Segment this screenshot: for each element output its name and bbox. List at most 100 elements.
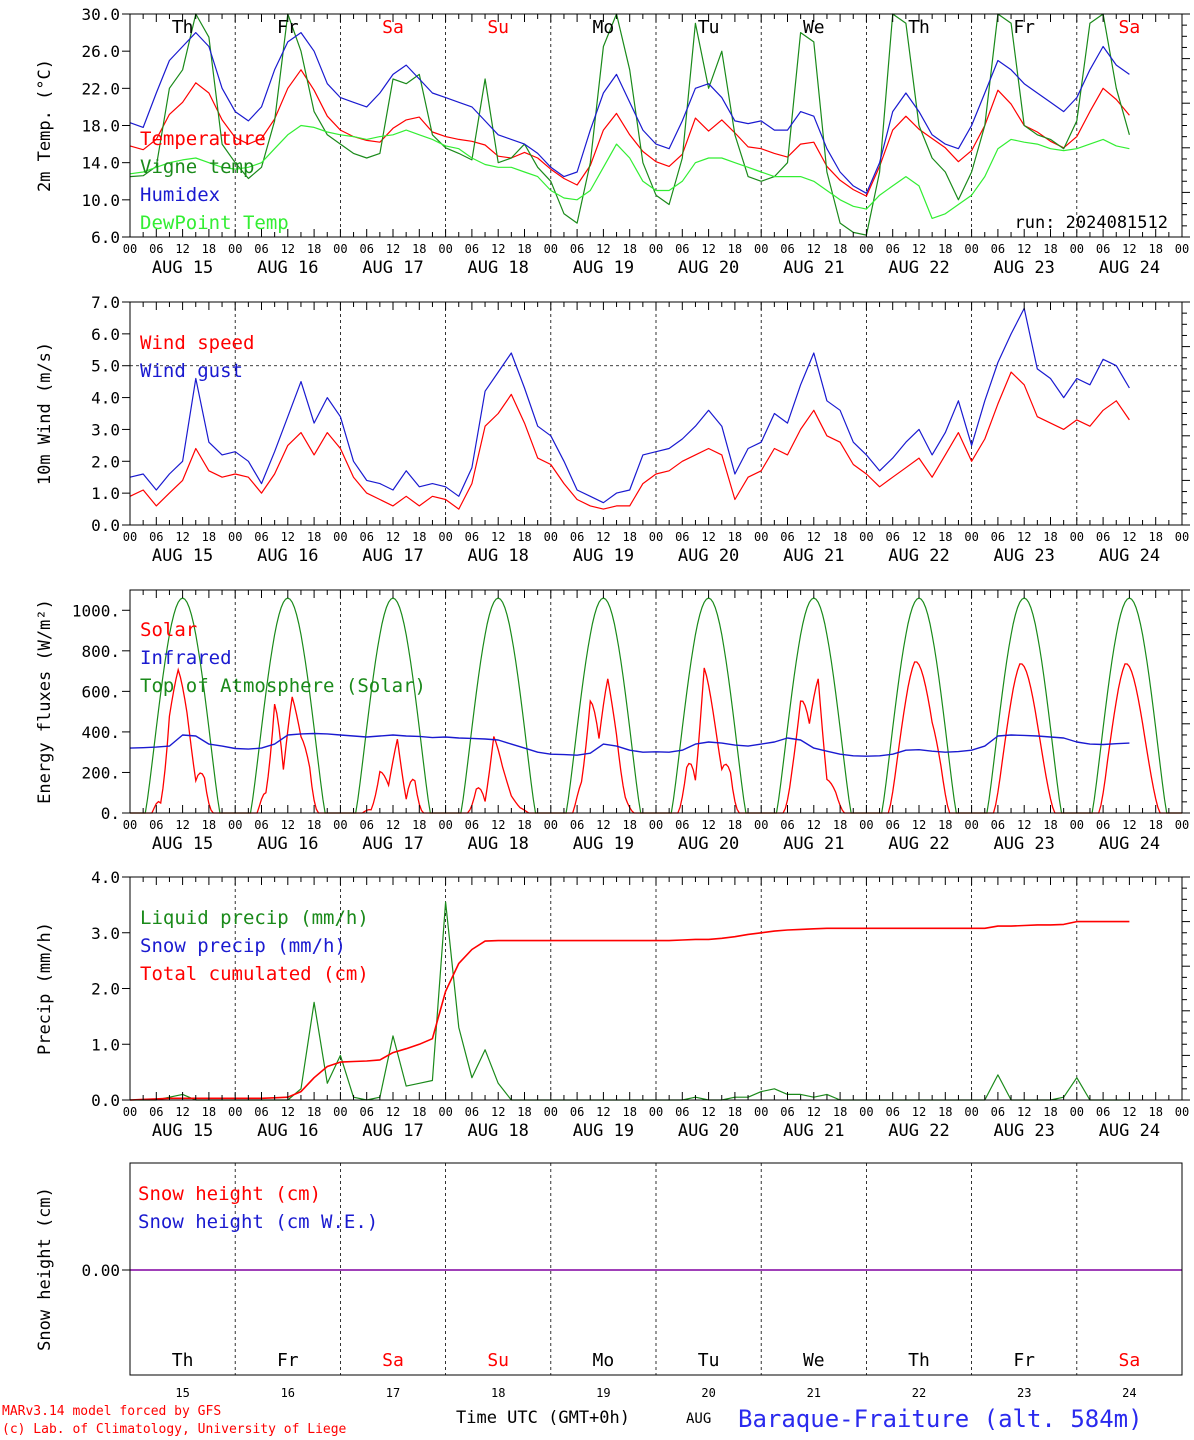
y-tick-label: 200. — [81, 763, 120, 782]
day-name-label: Th — [908, 1350, 930, 1371]
y-tick-label: 10.0 — [81, 191, 120, 210]
hour-tick-label: 12 — [281, 242, 295, 256]
hour-tick-label: 18 — [833, 242, 847, 256]
hour-tick-label: 06 — [1096, 818, 1110, 832]
hour-tick-label: 18 — [728, 1105, 742, 1119]
legend-blue: Snow height (cm W.E.) — [138, 1211, 378, 1233]
hour-tick-label: 12 — [912, 242, 926, 256]
y-tick-label: 1.0 — [91, 1035, 120, 1054]
hour-tick-label: 18 — [202, 1105, 216, 1119]
hour-tick-label: 12 — [175, 1105, 189, 1119]
hour-tick-label: 18 — [938, 818, 952, 832]
date-label: AUG 20 — [678, 1121, 739, 1141]
hour-tick-label: 12 — [491, 818, 505, 832]
hour-tick-label: 06 — [359, 1105, 373, 1119]
hour-tick-label: 06 — [780, 530, 794, 544]
hour-tick-label: 00 — [1070, 1105, 1084, 1119]
date-label: AUG 24 — [1099, 1121, 1160, 1141]
hour-tick-label: 06 — [1096, 1105, 1110, 1119]
hour-tick-label: 18 — [1148, 530, 1162, 544]
hour-tick-label: 18 — [412, 530, 426, 544]
y-tick-label: 400. — [81, 723, 120, 742]
hour-tick-label: 00 — [964, 1105, 978, 1119]
y-axis-label: Energy fluxes (W/m²) — [35, 599, 55, 804]
legend-blue: Humidex — [140, 184, 220, 206]
date-label: AUG 22 — [888, 258, 949, 278]
grid-layer — [130, 14, 1182, 1375]
legend-red: Temperature — [140, 128, 266, 150]
hour-tick-label: 12 — [807, 530, 821, 544]
hour-tick-label: 18 — [307, 1105, 321, 1119]
hour-tick-label: 00 — [438, 1105, 452, 1119]
day-number-label: 19 — [596, 1386, 610, 1400]
text-layer: Th Th 15 Fr Fr 16 Sa Sa 17 Su Su 18 Mo Mo 19 Tu Tu 20 We We… — [35, 5, 1189, 1400]
hour-tick-label: 00 — [333, 1105, 347, 1119]
hour-tick-label: 18 — [833, 818, 847, 832]
y-axis-label: 2m Temp. (°C) — [35, 59, 55, 192]
hour-tick-label: 18 — [1148, 818, 1162, 832]
hour-tick-label: 00 — [228, 818, 242, 832]
hour-tick-label: 18 — [1043, 1105, 1057, 1119]
hour-tick-label: 00 — [1175, 818, 1189, 832]
y-tick-label: 1.0 — [91, 484, 120, 503]
hour-tick-label: 12 — [491, 1105, 505, 1119]
footer-model-note: MARv3.14 model forced by GFS — [2, 1404, 221, 1419]
hour-tick-label: 06 — [675, 530, 689, 544]
y-tick-label: 0.0 — [91, 516, 120, 535]
day-name-label: Sa — [382, 1350, 404, 1371]
hour-tick-label: 12 — [1122, 1105, 1136, 1119]
x-axis-title: Time UTC (GMT+0h) — [456, 1408, 630, 1428]
hour-tick-label: 06 — [570, 1105, 584, 1119]
hour-tick-label: 12 — [386, 242, 400, 256]
date-label: AUG 18 — [467, 546, 528, 566]
hour-tick-label: 06 — [570, 242, 584, 256]
date-label: AUG 21 — [783, 1121, 844, 1141]
hour-tick-label: 06 — [254, 242, 268, 256]
y-axis-label: 10m Wind (m/s) — [35, 342, 55, 485]
hour-tick-label: 00 — [123, 242, 137, 256]
date-label: AUG 18 — [467, 1121, 528, 1141]
hour-tick-label: 00 — [754, 530, 768, 544]
legend-blue: Infrared — [140, 647, 232, 669]
hour-tick-label: 00 — [544, 530, 558, 544]
hour-tick-label: 18 — [833, 530, 847, 544]
date-label: AUG 15 — [152, 258, 213, 278]
hour-tick-label: 06 — [780, 818, 794, 832]
hour-tick-label: 06 — [675, 242, 689, 256]
day-name-label: Fr — [1013, 17, 1035, 38]
hour-tick-label: 12 — [1122, 530, 1136, 544]
hour-tick-label: 18 — [728, 242, 742, 256]
hour-tick-label: 06 — [359, 242, 373, 256]
legend-dark_green: Vigne temp — [140, 156, 254, 178]
hour-tick-label: 00 — [1070, 818, 1084, 832]
hour-tick-label: 18 — [1043, 242, 1057, 256]
date-label: AUG 23 — [993, 546, 1054, 566]
hour-tick-label: 18 — [1043, 818, 1057, 832]
day-name-label: Mo — [593, 17, 615, 38]
date-label: AUG 24 — [1099, 258, 1160, 278]
date-label: AUG 22 — [888, 1121, 949, 1141]
y-axis-label: Precip (mm/h) — [35, 922, 55, 1055]
hour-tick-label: 06 — [1096, 530, 1110, 544]
footer-credit-note: (c) Lab. of Climatology, University of L… — [2, 1422, 347, 1437]
legend-red: Wind speed — [140, 332, 254, 354]
hour-tick-label: 12 — [281, 818, 295, 832]
y-axis-label: Snow height (cm) — [35, 1187, 55, 1351]
hour-tick-label: 12 — [175, 530, 189, 544]
hour-tick-label: 06 — [885, 530, 899, 544]
day-name-label: Su — [487, 17, 509, 38]
x-axis-month: AUG — [686, 1411, 711, 1427]
hour-tick-label: 12 — [912, 818, 926, 832]
hour-tick-label: 12 — [491, 530, 505, 544]
hour-tick-label: 06 — [780, 242, 794, 256]
hour-tick-label: 06 — [885, 242, 899, 256]
date-label: AUG 19 — [573, 1121, 634, 1141]
hour-tick-label: 12 — [1017, 1105, 1031, 1119]
hour-tick-label: 06 — [149, 242, 163, 256]
hour-tick-label: 18 — [622, 530, 636, 544]
panel-2-frame — [129, 589, 1183, 814]
hour-tick-label: 00 — [1070, 242, 1084, 256]
hour-tick-label: 00 — [649, 1105, 663, 1119]
y-tick-label: 7.0 — [91, 293, 120, 312]
hour-tick-label: 18 — [517, 818, 531, 832]
